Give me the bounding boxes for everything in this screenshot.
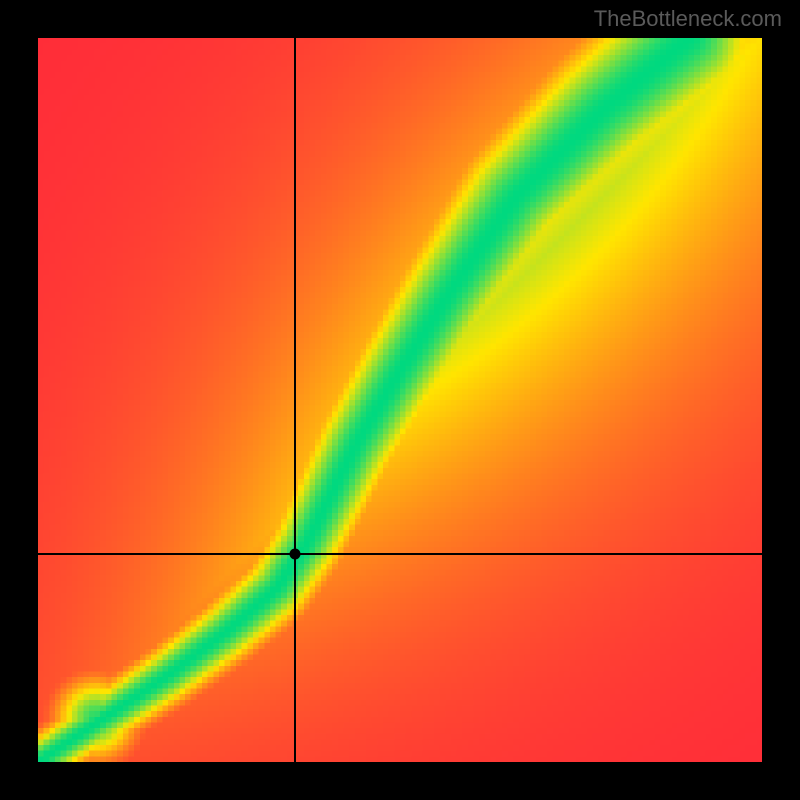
heatmap-canvas: [38, 38, 762, 762]
marker-dot: [290, 549, 301, 560]
watermark: TheBottleneck.com: [594, 6, 782, 32]
crosshair-horizontal: [38, 553, 762, 555]
crosshair-vertical: [294, 38, 296, 762]
plot-area: [38, 38, 762, 762]
